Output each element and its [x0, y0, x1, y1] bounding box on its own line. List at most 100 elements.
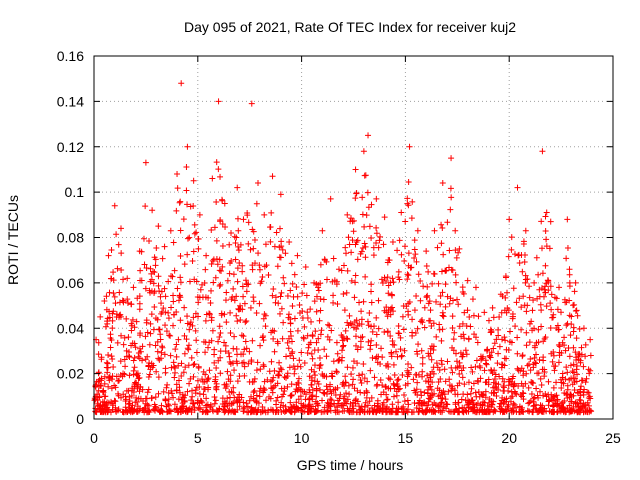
data-point	[188, 397, 195, 404]
data-point	[580, 363, 587, 370]
data-point	[567, 332, 574, 339]
data-point	[208, 227, 215, 234]
data-point	[519, 352, 526, 359]
data-point	[373, 342, 380, 349]
data-point	[279, 246, 286, 253]
data-point	[413, 292, 420, 299]
chart-title: Day 095 of 2021, Rate Of TEC Index for r…	[184, 19, 516, 35]
data-point	[503, 346, 510, 353]
data-point	[313, 385, 320, 392]
y-tick-label: 0.1	[65, 184, 85, 200]
data-point	[368, 394, 375, 401]
data-point	[438, 361, 445, 368]
data-point	[195, 364, 202, 371]
data-point	[332, 386, 339, 393]
data-point	[146, 371, 153, 378]
data-point	[311, 378, 318, 385]
data-point	[286, 335, 292, 342]
data-point	[244, 209, 251, 216]
data-point	[349, 218, 356, 225]
data-point	[490, 398, 497, 405]
data-point	[109, 317, 116, 324]
data-point	[378, 345, 385, 352]
data-point	[233, 293, 240, 300]
data-point	[199, 376, 206, 383]
data-point	[572, 279, 579, 286]
data-point	[542, 262, 549, 269]
data-point	[346, 241, 353, 248]
data-point	[511, 388, 518, 395]
data-point	[91, 395, 98, 402]
data-point	[216, 283, 223, 290]
data-point	[327, 396, 334, 403]
data-point	[452, 247, 459, 254]
data-point	[173, 381, 180, 388]
data-point	[570, 344, 577, 351]
data-point	[260, 385, 267, 392]
data-point	[245, 240, 252, 247]
data-point	[197, 397, 204, 404]
data-point	[383, 278, 390, 285]
data-point	[452, 399, 459, 406]
data-point	[548, 350, 555, 357]
data-point	[114, 265, 121, 272]
data-point	[187, 375, 194, 382]
data-point	[483, 346, 490, 353]
data-point	[494, 360, 501, 367]
data-point	[455, 301, 462, 308]
data-point	[518, 365, 525, 372]
data-point	[354, 360, 361, 367]
data-point	[233, 358, 240, 365]
data-point	[243, 317, 250, 324]
data-point	[266, 368, 273, 375]
data-point	[175, 377, 182, 384]
data-point	[170, 322, 177, 329]
data-point	[475, 389, 482, 396]
data-point	[216, 323, 223, 330]
data-point	[548, 291, 555, 298]
data-point	[324, 408, 331, 415]
data-point	[582, 341, 589, 348]
data-point	[411, 246, 418, 253]
data-point	[361, 172, 368, 179]
data-point	[219, 263, 226, 270]
data-point	[213, 364, 220, 371]
data-point	[546, 245, 553, 252]
data-point	[124, 275, 131, 282]
data-point	[142, 203, 149, 210]
data-point	[334, 350, 341, 357]
data-point	[269, 385, 276, 392]
data-point	[231, 408, 238, 415]
data-point	[464, 277, 471, 284]
data-point	[193, 337, 200, 344]
data-point	[227, 372, 234, 379]
data-point	[288, 260, 295, 267]
data-point	[354, 237, 361, 244]
data-point	[385, 309, 392, 316]
data-point	[388, 291, 395, 298]
data-point	[240, 408, 247, 415]
data-point	[343, 289, 350, 296]
data-point	[564, 382, 571, 389]
data-point	[358, 316, 365, 323]
data-point	[104, 318, 111, 325]
data-point	[417, 278, 424, 285]
data-point	[373, 224, 380, 231]
data-point	[267, 223, 274, 230]
data-point	[173, 207, 180, 214]
data-point	[276, 310, 283, 317]
data-point	[417, 297, 424, 304]
data-point	[253, 310, 260, 317]
data-point	[427, 374, 434, 381]
data-point	[177, 274, 184, 281]
data-point	[327, 381, 334, 388]
data-point	[136, 407, 143, 414]
data-point	[489, 370, 496, 377]
data-point	[277, 191, 284, 198]
data-point	[228, 229, 235, 236]
data-point	[217, 329, 224, 336]
data-point	[316, 362, 323, 369]
data-point	[472, 363, 479, 370]
data-point	[95, 339, 102, 346]
data-point	[243, 288, 250, 295]
